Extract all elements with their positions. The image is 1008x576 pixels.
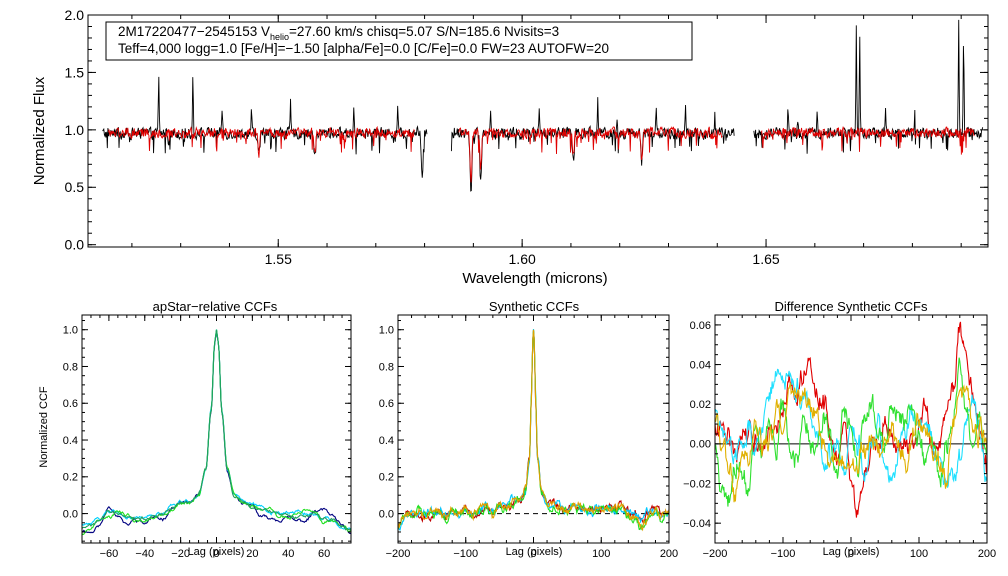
synthetic_ccf-ytick-label: 1.0 xyxy=(379,325,394,337)
spectrum-model-chip-3 xyxy=(760,125,975,155)
synthetic_ccf-ytick-label: 0.2 xyxy=(379,472,394,484)
spectrum-ytick-label: 1.0 xyxy=(65,122,85,138)
difference_ccf-ytick-label: 0.00 xyxy=(690,439,711,451)
difference_ccf-series-group xyxy=(715,321,987,518)
synthetic_ccf-series-visit-1 xyxy=(398,328,669,531)
apstar_ccf-series-combined xyxy=(82,331,351,535)
apstar-ccf-ticks: −60 −40 −20 0 20 40 60 0.0 0.2 0.4 0.6 0.8 1.0 xyxy=(63,315,352,560)
synthetic-ccf-plot-area xyxy=(398,328,669,532)
synthetic_ccf-ytick-label: 0.4 xyxy=(379,435,394,447)
difference_ccf-xtick-label: −100 xyxy=(771,548,796,560)
spectrum-frame xyxy=(87,14,989,248)
spectrum-observed-chip-1 xyxy=(102,76,428,178)
synthetic_ccf-series-visit-2 xyxy=(398,330,669,531)
synthetic_ccf-xtick-label: 0 xyxy=(530,548,536,560)
spectrum-xtick-label: 1.60 xyxy=(509,251,536,267)
apstar_ccf-xtick-label: 20 xyxy=(246,548,258,560)
apstar_ccf-series-visit-3 xyxy=(82,329,351,531)
apstar-ccf-xlabel: Lag (pixels) xyxy=(188,546,245,558)
synthetic_ccf-series-visit-3 xyxy=(398,329,669,532)
difference_ccf-ytick-label: −0.04 xyxy=(683,518,711,530)
synthetic-ccf-panel: Synthetic CCFs −200 −100 0 100 200 0.0 0.2 0.4 0… xyxy=(379,299,678,560)
spectrum-ytick-label: 0.5 xyxy=(65,179,85,195)
annotation-line-1-prefix: 2M17220477−2545153 V xyxy=(118,24,270,39)
apstar-ccf-frame xyxy=(81,314,352,544)
apstar_ccf-series-visit-2 xyxy=(82,329,351,536)
spectrum-series-group xyxy=(102,19,984,192)
spectrum-model-chip-1 xyxy=(108,125,416,158)
spectrum-model-chip-2 xyxy=(458,125,723,183)
difference_ccf-xtick-label: 0 xyxy=(848,548,854,560)
spectrum-panel: 1.55 1.60 1.65 0.0 0.5 1.0 1.5 2.0 Wavelength (… xyxy=(31,7,989,287)
difference_ccf-xtick-label: 100 xyxy=(910,548,928,560)
difference_ccf-ytick-label: 0.06 xyxy=(690,320,711,332)
apstar_ccf-xtick-label: 60 xyxy=(318,548,330,560)
difference-ccf-ticks: −200 −100 0 100 200 −0.04 −0.02 0.00 0.02 0.04 0.0… xyxy=(683,314,996,560)
apstar_ccf-ytick-label: 0.6 xyxy=(63,398,78,410)
synthetic_ccf-xtick-label: −100 xyxy=(453,548,478,560)
spectrum-plot-area xyxy=(102,19,984,192)
annotation-box: 2M17220477−2545153 Vhelio=27.60 km/s chi… xyxy=(105,21,693,61)
apstar_ccf-xtick-label: −20 xyxy=(171,548,190,560)
spectrum-ytick-label: 1.5 xyxy=(65,64,85,80)
difference_ccf-xtick-label: −200 xyxy=(703,548,728,560)
synthetic_ccf-xtick-label: 100 xyxy=(592,548,610,560)
apstar-ccf-panel: apStar−relative CCFs −60 −40 −20 0 20 40 60 0.0… xyxy=(38,299,352,560)
spectrum-ytick-label: 0.0 xyxy=(65,237,85,253)
synthetic_ccf-series-combined xyxy=(398,330,669,527)
synthetic_ccf-xtick-label: 200 xyxy=(660,548,678,560)
difference_ccf-ytick-label: 0.04 xyxy=(690,359,711,371)
difference-ccf-plot-area xyxy=(715,321,987,518)
difference-ccf-xlabel: Lag (pixels) xyxy=(823,546,880,558)
apstar-ccf-plot-area xyxy=(82,329,351,536)
spectrum-xtick-label: 1.65 xyxy=(752,251,779,267)
apstar_ccf-ytick-label: 1.0 xyxy=(63,325,78,337)
synthetic-ccf-xlabel: Lag (pixels) xyxy=(506,546,563,558)
synthetic-ccf-title: Synthetic CCFs xyxy=(489,299,580,314)
apstar_ccf-ytick-label: 0.4 xyxy=(63,435,78,447)
difference_ccf-series-visit-2 xyxy=(715,357,987,507)
synthetic_ccf-ytick-label: 0.8 xyxy=(379,361,394,373)
apstar_ccf-xtick-label: 0 xyxy=(213,548,219,560)
apstar_ccf-xtick-label: 40 xyxy=(282,548,294,560)
apstar_ccf-xtick-label: −40 xyxy=(135,548,154,560)
spectrum-ticks: 1.55 1.60 1.65 0.0 0.5 1.0 1.5 2.0 xyxy=(65,7,988,267)
annotation-line-1-subscript: helio xyxy=(270,32,289,42)
annotation-frame xyxy=(105,21,693,61)
apstar_ccf-series-visit-1 xyxy=(82,329,351,530)
annotation-line-1-suffix: =27.60 km/s chisq=5.07 S/N=185.6 Nvisits… xyxy=(289,24,559,39)
difference-ccf-title: Difference Synthetic CCFs xyxy=(775,299,928,314)
synthetic_ccf-xtick-label: −200 xyxy=(386,548,411,560)
apstar-ccf-ylabel: Normalized CCF xyxy=(38,386,50,468)
annotation-line-2: Teff=4,000 logg=1.0 [Fe/H]=−1.50 [alpha/… xyxy=(118,41,609,56)
synthetic_ccf-ytick-label: 0.0 xyxy=(379,508,394,520)
apstar-ccf-title: apStar−relative CCFs xyxy=(153,299,278,314)
apstar_ccf-xtick-label: −60 xyxy=(100,548,119,560)
apstar_ccf-ytick-label: 0.8 xyxy=(63,361,78,373)
apstar_ccf-series-group xyxy=(82,329,351,536)
synthetic-ccf-ticks: −200 −100 0 100 200 0.0 0.2 0.4 0.6 0.8 1.0 xyxy=(379,315,678,560)
spectrum-ytick-label: 2.0 xyxy=(65,7,85,23)
annotation-line-1: 2M17220477−2545153 Vhelio=27.60 km/s chi… xyxy=(118,24,559,42)
apstar_ccf-ytick-label: 0.0 xyxy=(63,508,78,520)
difference-ccf-panel: Difference Synthetic CCFs −200 −100 0 100 20… xyxy=(683,299,996,560)
synthetic_ccf-series-group xyxy=(398,328,669,532)
apstar_ccf-ytick-label: 0.2 xyxy=(63,472,78,484)
difference_ccf-series-visit-3 xyxy=(715,382,987,503)
difference_ccf-ytick-label: 0.02 xyxy=(690,399,711,411)
difference_ccf-series-combined xyxy=(715,321,987,518)
difference_ccf-xtick-label: 200 xyxy=(978,548,996,560)
spectrum-xlabel: Wavelength (microns) xyxy=(462,270,607,287)
difference_ccf-ytick-label: −0.02 xyxy=(683,478,711,490)
spectrum-ylabel: Normalized Flux xyxy=(31,76,48,185)
spectrum-xtick-label: 1.55 xyxy=(265,251,292,267)
synthetic_ccf-ytick-label: 0.6 xyxy=(379,398,394,410)
